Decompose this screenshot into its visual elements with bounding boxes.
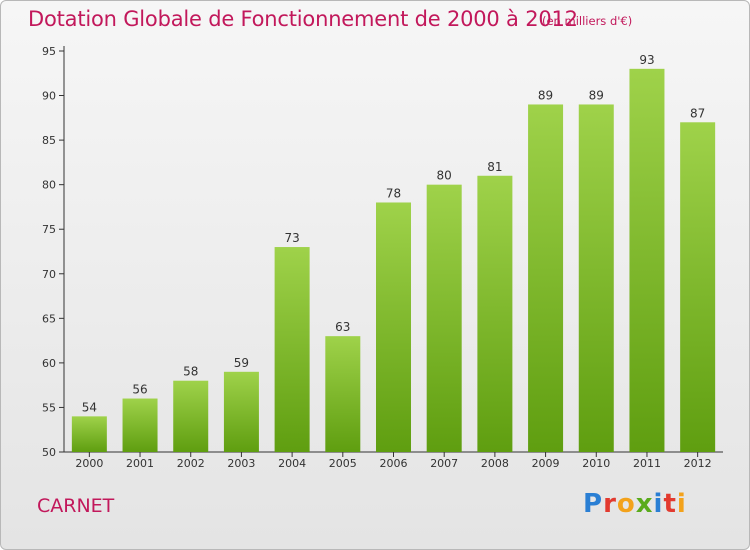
x-tick-label: 2009 bbox=[532, 457, 560, 470]
x-tick-label: 2005 bbox=[329, 457, 357, 470]
logo-letter: P bbox=[583, 489, 604, 519]
logo-letter: i bbox=[653, 489, 664, 519]
chart-subtitle: (en milliers d'€) bbox=[542, 14, 633, 28]
logo-letter: t bbox=[663, 489, 677, 519]
x-tick-label: 2004 bbox=[278, 457, 306, 470]
data-label: 93 bbox=[639, 53, 654, 67]
bar bbox=[71, 416, 107, 452]
proxiti-logo: Proxiti bbox=[583, 489, 687, 519]
data-label: 58 bbox=[183, 365, 198, 379]
data-label: 87 bbox=[690, 106, 705, 120]
data-label: 56 bbox=[132, 383, 147, 397]
x-tick-label: 2011 bbox=[633, 457, 661, 470]
bar bbox=[173, 380, 209, 452]
bar bbox=[274, 247, 310, 452]
bar bbox=[376, 202, 411, 452]
data-label: 89 bbox=[589, 88, 604, 102]
bar bbox=[578, 104, 614, 452]
x-tick-label: 2000 bbox=[75, 457, 103, 470]
logo-letter: o bbox=[616, 489, 636, 519]
bar bbox=[426, 184, 462, 452]
x-tick-label: 2003 bbox=[227, 457, 255, 470]
x-tick-label: 2007 bbox=[430, 457, 458, 470]
data-label: 63 bbox=[335, 320, 350, 334]
y-tick-label: 70 bbox=[42, 268, 56, 281]
x-tick-label: 2008 bbox=[481, 457, 509, 470]
y-tick-label: 55 bbox=[42, 401, 56, 414]
bar bbox=[680, 122, 716, 453]
data-label: 59 bbox=[234, 356, 249, 370]
bar bbox=[223, 371, 259, 452]
y-tick-label: 95 bbox=[42, 45, 56, 58]
bar bbox=[477, 175, 513, 452]
y-tick-label: 90 bbox=[42, 90, 56, 103]
data-label: 78 bbox=[386, 186, 401, 200]
chart-title: Dotation Globale de Fonctionnement de 20… bbox=[28, 7, 578, 31]
bar bbox=[122, 398, 158, 452]
bar bbox=[325, 336, 361, 452]
y-tick-label: 80 bbox=[42, 179, 56, 192]
logo-letter: i bbox=[676, 489, 687, 519]
x-tick-label: 2010 bbox=[582, 457, 610, 470]
logo-letter: r bbox=[603, 489, 617, 519]
x-tick-label: 2012 bbox=[684, 457, 712, 470]
data-label: 89 bbox=[538, 88, 553, 102]
y-tick-label: 85 bbox=[42, 134, 56, 147]
data-label: 73 bbox=[284, 231, 299, 245]
x-tick-label: 2006 bbox=[380, 457, 408, 470]
data-label: 80 bbox=[437, 169, 452, 183]
y-tick-label: 60 bbox=[42, 357, 56, 370]
commune-name: CARNET bbox=[37, 495, 115, 517]
x-tick-label: 2002 bbox=[177, 457, 205, 470]
y-tick-label: 65 bbox=[42, 312, 56, 325]
bar bbox=[528, 104, 564, 452]
bar bbox=[629, 68, 665, 453]
data-label: 54 bbox=[82, 400, 97, 414]
y-tick-label: 75 bbox=[42, 223, 56, 236]
y-tick-label: 50 bbox=[42, 446, 56, 459]
logo-letter: x bbox=[635, 489, 654, 519]
x-tick-label: 2001 bbox=[126, 457, 154, 470]
data-label: 81 bbox=[487, 160, 502, 174]
